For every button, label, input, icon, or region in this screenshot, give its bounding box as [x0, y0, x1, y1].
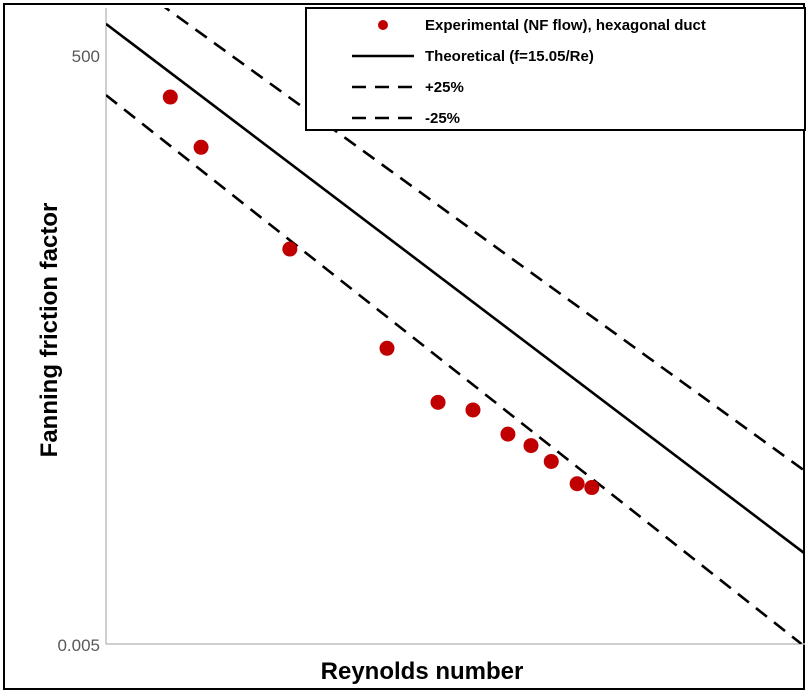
experimental-point-3	[282, 241, 298, 257]
y-tick-label-bottom: 0.005	[57, 636, 100, 655]
experimental-point-5	[430, 394, 446, 410]
theoretical-line	[106, 22, 805, 555]
y-axis-title: Fanning friction factor	[36, 203, 63, 458]
experimental-point-10	[569, 476, 585, 492]
experimental-point-6	[465, 402, 481, 418]
legend: Experimental (NF flow), hexagonal duct T…	[305, 7, 806, 131]
experimental-point-8	[523, 438, 539, 454]
experimental-point-1	[162, 89, 178, 105]
legend-label-experimental: Experimental (NF flow), hexagonal duct	[425, 17, 706, 34]
minus-25-percent-line	[106, 94, 803, 644]
legend-label-theoretical: Theoretical (f=15.05/Re)	[425, 48, 594, 65]
experimental-point-7	[500, 426, 516, 442]
experimental-point-11	[584, 480, 600, 496]
experimental-point-2	[193, 139, 209, 155]
legend-label-minus25: -25%	[425, 110, 460, 127]
x-axis-title: Reynolds number	[321, 658, 524, 685]
legend-marker-experimental	[378, 20, 388, 30]
y-tick-label-top: 500	[72, 47, 100, 66]
experimental-point-4	[379, 340, 395, 356]
legend-box	[305, 7, 806, 131]
experimental-point-9	[543, 453, 559, 469]
legend-label-plus25: +25%	[425, 79, 464, 96]
